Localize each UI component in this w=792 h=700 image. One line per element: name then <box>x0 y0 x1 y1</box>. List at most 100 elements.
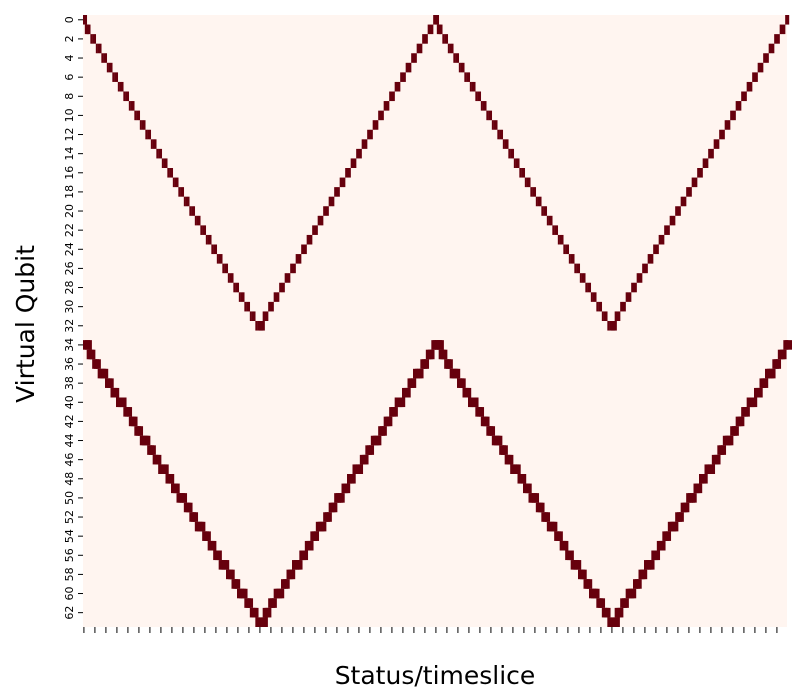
upper-band-cell <box>99 43 102 54</box>
upper-band-cell <box>556 225 559 235</box>
upper-band-cell <box>101 53 104 63</box>
upper-band-cell <box>163 158 166 168</box>
upper-band-cell <box>561 234 564 245</box>
upper-band-cell <box>781 24 784 35</box>
lower-band-cell <box>521 474 527 484</box>
upper-band-cell <box>385 101 388 111</box>
upper-band-cell <box>194 215 197 226</box>
upper-band-cell <box>394 81 397 92</box>
lower-band-cell <box>576 560 582 570</box>
upper-band-cell <box>777 34 780 44</box>
lower-band-cell <box>655 550 661 561</box>
upper-band-cell <box>127 91 130 102</box>
upper-band-cell <box>374 120 377 130</box>
y-tick-label: 14 <box>63 147 76 161</box>
upper-band-cell <box>275 292 278 302</box>
lower-band-cell <box>684 502 690 513</box>
lower-band-cell <box>673 521 679 532</box>
upper-band-cell <box>171 168 174 178</box>
lower-band-cell <box>387 416 393 427</box>
lower-band-cell <box>103 368 109 379</box>
y-tick-label: 36 <box>63 357 76 371</box>
upper-band-cell <box>200 225 203 235</box>
upper-band-cell <box>724 120 727 130</box>
upper-band-cell <box>391 91 394 102</box>
upper-band-cell <box>196 215 199 226</box>
lower-band-cell <box>697 483 703 494</box>
upper-band-cell <box>242 292 245 302</box>
upper-band-cell <box>754 72 757 82</box>
upper-band-cell <box>409 62 412 73</box>
lower-band-cell <box>490 426 496 436</box>
upper-band-cell <box>649 254 652 264</box>
lower-band-cell <box>442 349 448 360</box>
upper-band-cell <box>114 72 117 82</box>
upper-band-cell <box>537 196 540 207</box>
upper-band-cell <box>737 101 740 111</box>
upper-band-cell <box>757 62 760 73</box>
upper-band-cell <box>645 263 648 274</box>
upper-band-cell <box>779 24 782 35</box>
upper-band-cell <box>440 24 443 35</box>
upper-band-cell <box>310 234 313 245</box>
lower-band-cell <box>649 560 655 570</box>
upper-band-cell <box>422 34 425 44</box>
y-tick-label: 50 <box>63 491 76 505</box>
lower-band-cell <box>466 387 472 398</box>
upper-band-cell <box>185 196 188 207</box>
lower-band-cell <box>297 560 303 570</box>
upper-band-cell <box>578 263 581 274</box>
lower-band-cell <box>200 521 206 532</box>
upper-band-cell <box>299 254 302 264</box>
lower-band-cell <box>132 416 138 427</box>
y-tick-label: 40 <box>63 395 76 409</box>
upper-band-cell <box>535 196 538 207</box>
y-tick-label: 20 <box>63 204 76 218</box>
y-tick-label: 26 <box>63 261 76 275</box>
upper-band-cell <box>601 311 604 321</box>
upper-band-cell <box>403 72 406 82</box>
upper-band-cell <box>249 311 252 321</box>
upper-band-cell <box>411 53 414 63</box>
upper-band-cell <box>152 139 155 149</box>
upper-band-cell <box>475 91 478 102</box>
upper-band-cell <box>631 282 634 293</box>
upper-band-cell <box>612 321 617 331</box>
upper-band-cell <box>323 206 326 216</box>
upper-band-cell <box>429 24 432 35</box>
lower-band-cell <box>612 617 620 627</box>
upper-band-cell <box>86 24 89 35</box>
lower-band-cell <box>114 387 120 398</box>
lower-band-cell <box>600 598 606 608</box>
upper-band-cell <box>504 139 507 149</box>
upper-band-cell <box>457 53 460 63</box>
upper-band-cell <box>673 215 676 226</box>
upper-band-cell <box>347 168 350 178</box>
upper-band-cell <box>314 225 317 235</box>
lower-band-cell <box>710 464 716 474</box>
upper-band-cell <box>424 34 427 44</box>
upper-band-cell <box>614 311 617 321</box>
upper-band-cell <box>462 62 465 73</box>
y-axis-label: Virtual Qubit <box>11 245 40 403</box>
upper-band-cell <box>392 91 395 102</box>
upper-band-cell <box>378 110 381 121</box>
upper-band-cell <box>271 301 274 312</box>
upper-band-cell <box>356 148 359 159</box>
upper-band-cell <box>293 263 296 274</box>
upper-band-cell <box>303 244 306 255</box>
y-tick-label: 44 <box>63 434 76 448</box>
upper-band-cell <box>689 187 692 197</box>
lower-band-cell <box>702 474 708 484</box>
upper-band-cell <box>295 254 298 264</box>
upper-band-cell <box>721 129 724 140</box>
upper-band-cell <box>108 62 111 73</box>
lower-band-cell <box>266 607 272 618</box>
upper-band-cell <box>704 158 707 168</box>
lower-band-cell <box>156 454 162 465</box>
upper-band-cell <box>446 34 449 44</box>
upper-band-cell <box>380 110 383 121</box>
lower-band-cell <box>376 435 382 446</box>
upper-band-cell <box>431 24 434 35</box>
lower-band-cell <box>594 588 600 599</box>
